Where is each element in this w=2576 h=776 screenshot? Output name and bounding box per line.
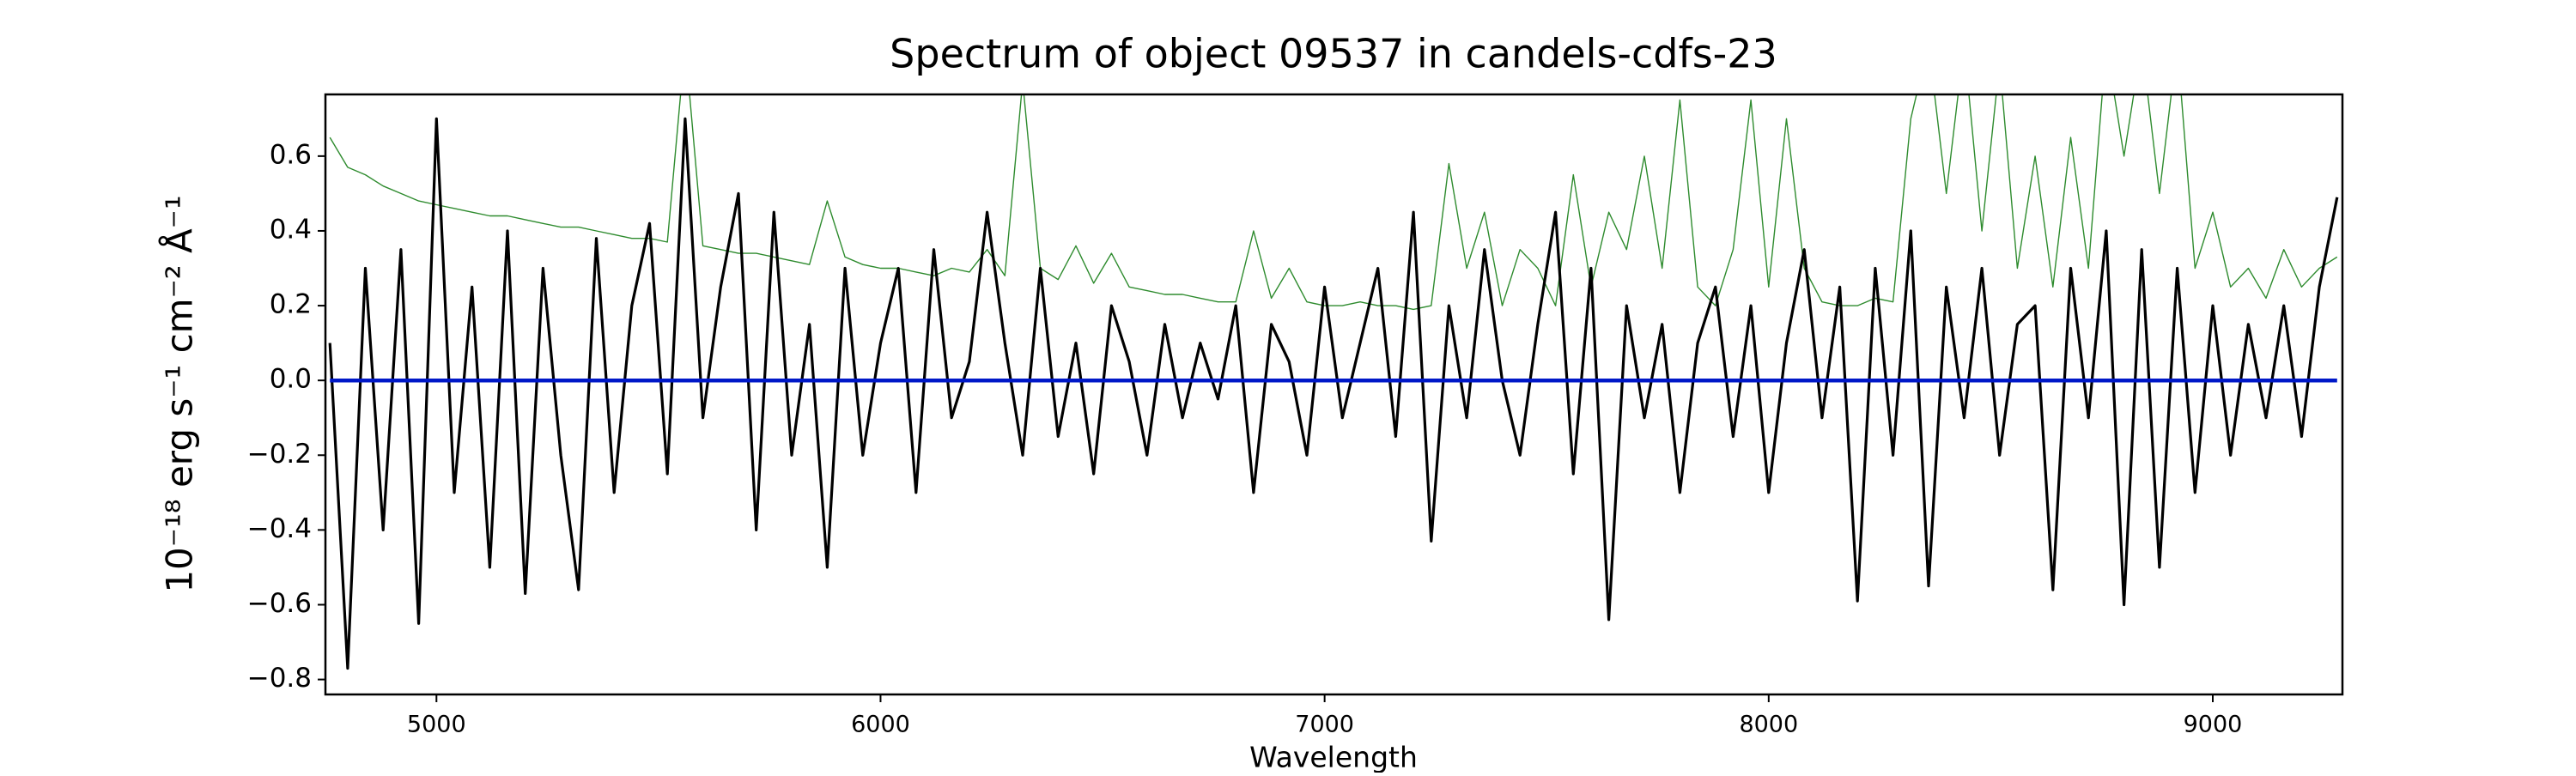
plot-area [328, 94, 2339, 670]
y-tick-label: −0.6 [247, 588, 312, 619]
y-tick-label: 0.6 [270, 139, 312, 170]
spectrum-line [329, 94, 2338, 311]
x-tick-label: 7000 [1295, 712, 1354, 738]
x-tick-label: 9000 [2184, 712, 2243, 738]
x-tick-label: 8000 [1739, 712, 1798, 738]
y-tick-label: 0.4 [270, 214, 312, 245]
chart-title: Spectrum of object 09537 in candels-cdfs… [890, 31, 1777, 77]
spectrum-line [328, 117, 2339, 670]
y-tick-label: 0.0 [270, 364, 312, 395]
plot-frame [324, 93, 2344, 696]
x-tick-label: 6000 [851, 712, 910, 738]
y-tick-label: −0.2 [247, 439, 312, 470]
x-axis-label: Wavelength [1249, 741, 1418, 773]
x-tick-label: 5000 [407, 712, 466, 738]
y-tick-label: 0.2 [270, 289, 312, 320]
y-tick-label: −0.4 [247, 513, 312, 544]
y-tick-label: −0.8 [247, 663, 312, 694]
y-axis-label: 10⁻¹⁸ erg s⁻¹ cm⁻² Å⁻¹ [158, 195, 201, 592]
